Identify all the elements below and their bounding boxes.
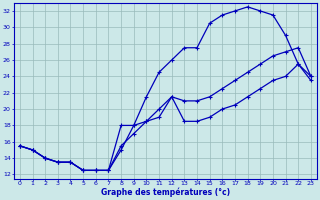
X-axis label: Graphe des températures (°c): Graphe des températures (°c) <box>101 188 230 197</box>
